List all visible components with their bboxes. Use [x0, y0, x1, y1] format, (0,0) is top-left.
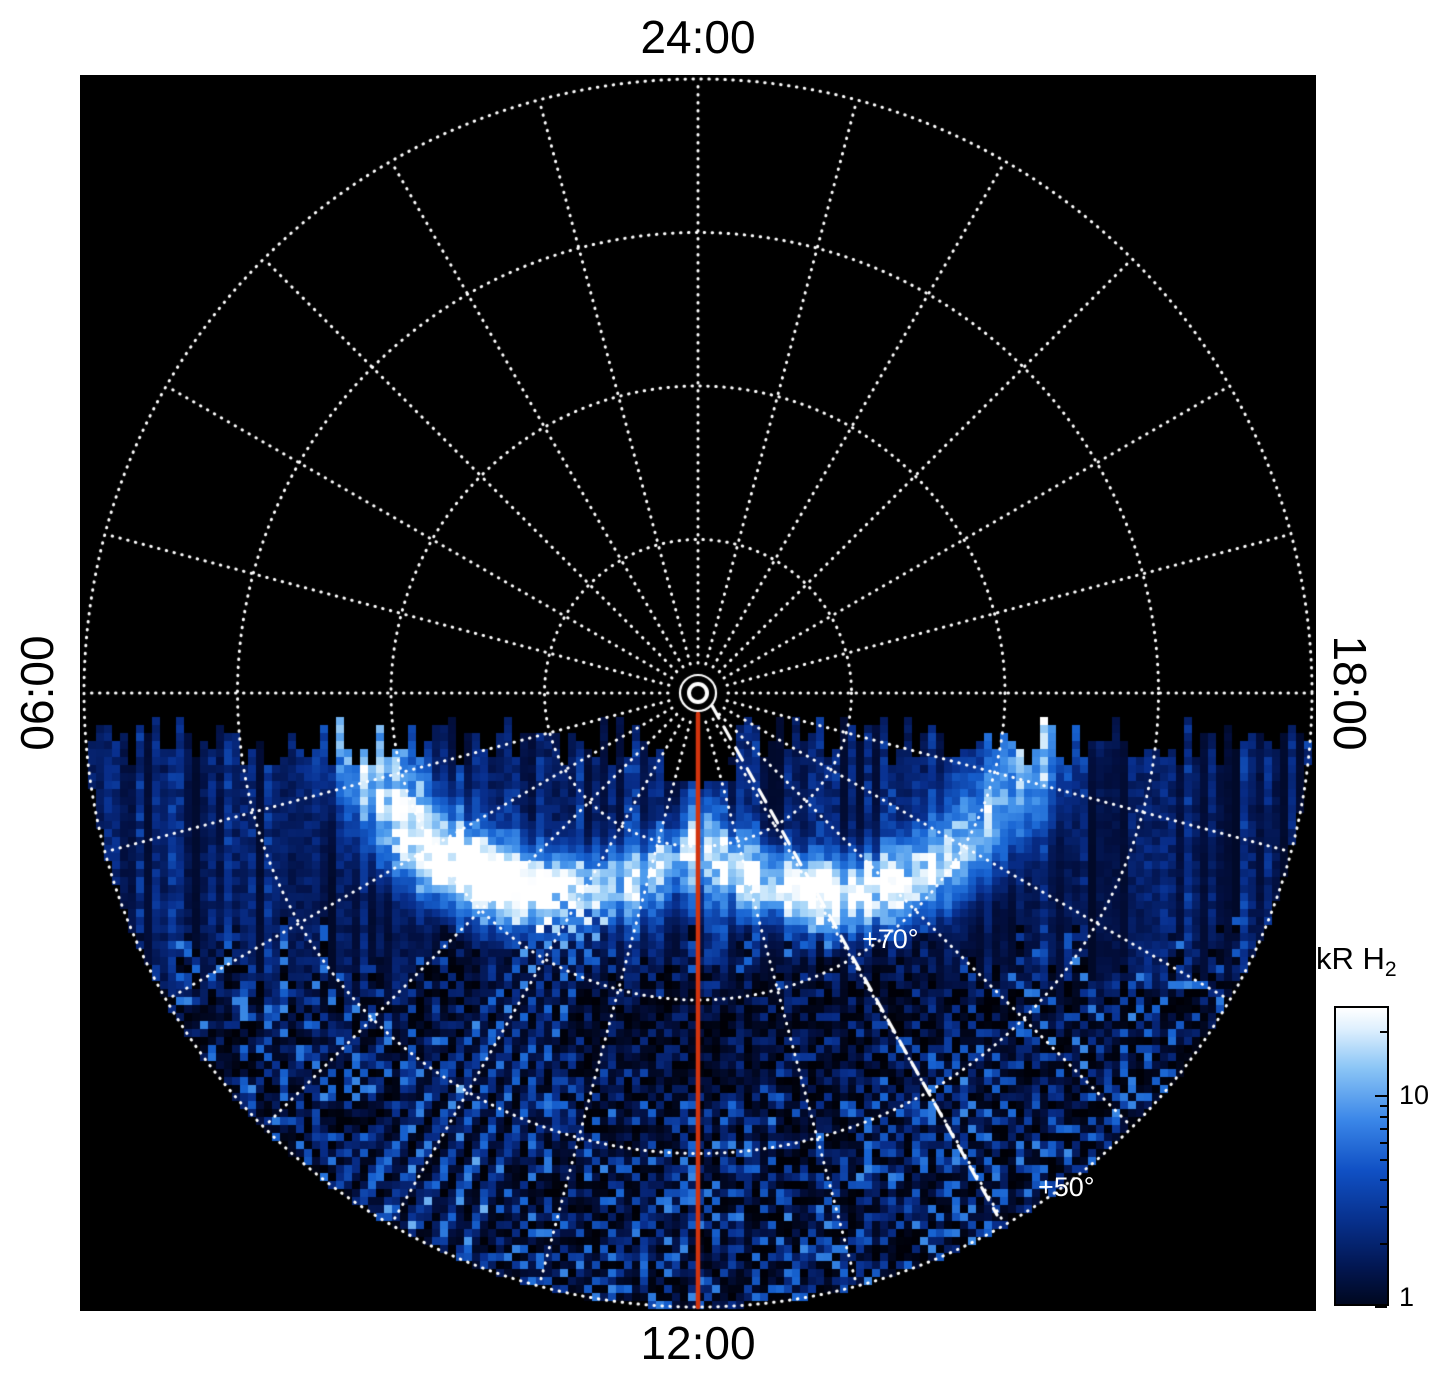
colorbar-title: kR H2	[1316, 941, 1397, 982]
latitude-70-label: +70°	[862, 924, 919, 954]
colorbar-major-tick	[1375, 1306, 1387, 1308]
colorbar-minor-tick	[1380, 1179, 1387, 1182]
local-time-label-0600: 06:00	[11, 635, 63, 751]
colorbar	[1334, 1006, 1389, 1308]
colorbar-minor-tick	[1380, 1158, 1387, 1161]
polar-emission-canvas	[80, 75, 1316, 1311]
colorbar-title-main: kR H	[1316, 941, 1385, 976]
local-time-label-1800: 18:00	[1324, 635, 1376, 751]
colorbar-minor-tick	[1380, 1243, 1387, 1246]
colorbar-title-subscript: 2	[1384, 958, 1397, 982]
local-time-label-1200: 12:00	[640, 1317, 756, 1369]
colorbar-minor-tick	[1380, 1205, 1387, 1208]
colorbar-minor-tick	[1380, 1115, 1387, 1118]
colorbar-tick-label-1: 1	[1399, 1282, 1415, 1312]
colorbar-minor-tick	[1380, 1127, 1387, 1130]
colorbar-tick-label-10: 10	[1399, 1079, 1430, 1110]
latitude-50-label: +50°	[1038, 1172, 1095, 1202]
polar-plot-area: +70° +50°	[80, 75, 1316, 1311]
colorbar-major-tick	[1375, 1094, 1387, 1097]
colorbar-minor-tick	[1380, 1031, 1387, 1034]
colorbar-minor-tick	[1380, 1104, 1387, 1107]
colorbar-minor-tick	[1380, 1142, 1387, 1145]
local-time-label-2400: 24:00	[640, 11, 756, 63]
